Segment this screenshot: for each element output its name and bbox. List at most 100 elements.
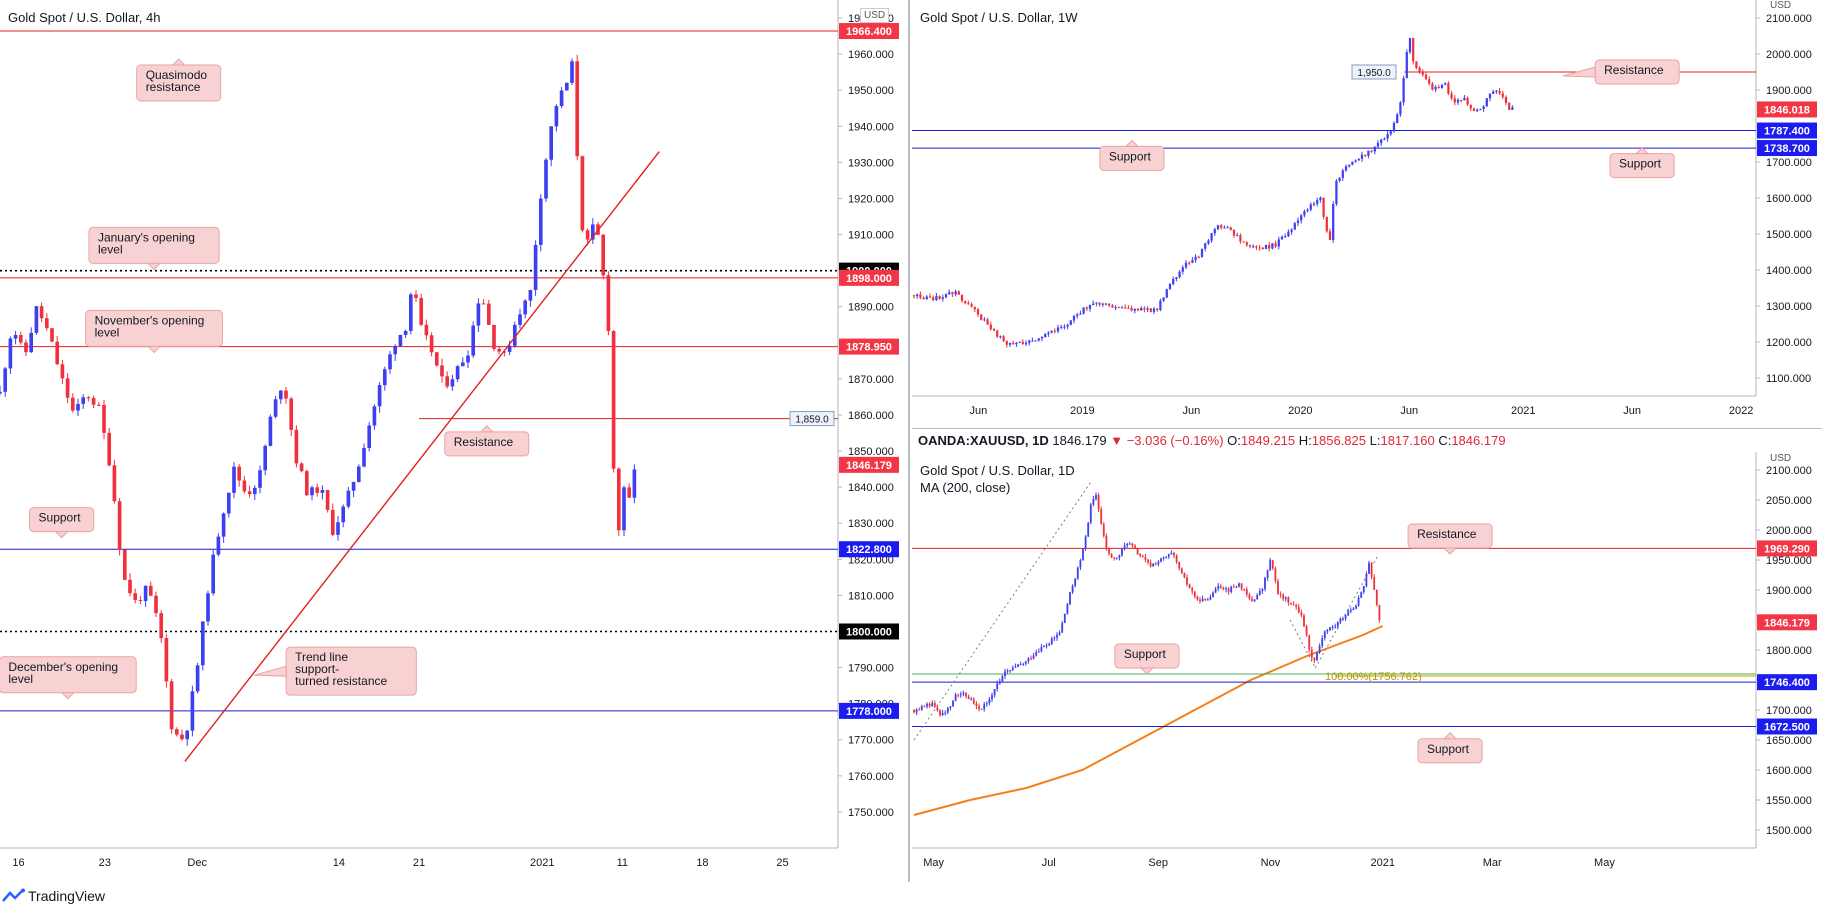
candle[interactable] — [1053, 328, 1056, 334]
candle[interactable] — [1084, 535, 1087, 552]
candle[interactable] — [1261, 588, 1264, 594]
candle[interactable] — [128, 573, 132, 597]
candle[interactable] — [1277, 236, 1280, 250]
candle[interactable] — [1172, 276, 1175, 286]
candle[interactable] — [967, 694, 970, 700]
candle[interactable] — [1389, 130, 1392, 136]
candle[interactable] — [1152, 307, 1156, 314]
candle[interactable] — [1252, 244, 1255, 249]
candle[interactable] — [1204, 598, 1207, 602]
candle[interactable] — [1466, 96, 1469, 106]
candle[interactable] — [1069, 591, 1071, 606]
candle[interactable] — [616, 467, 621, 537]
candle[interactable] — [1232, 229, 1236, 238]
candle[interactable] — [1089, 502, 1092, 525]
indicator-label-ma[interactable]: MA (200, close) — [920, 480, 1011, 495]
candle[interactable] — [954, 692, 957, 702]
candle[interactable] — [1479, 108, 1482, 111]
candle[interactable] — [258, 465, 262, 494]
candle[interactable] — [1095, 492, 1097, 501]
candle[interactable] — [1082, 307, 1085, 315]
candle[interactable] — [1092, 300, 1095, 306]
annotation-callout[interactable]: Resistance — [444, 425, 530, 457]
candle[interactable] — [1053, 635, 1056, 642]
candle[interactable] — [1061, 620, 1064, 634]
candle[interactable] — [1159, 298, 1162, 312]
candle[interactable] — [1056, 324, 1060, 334]
candle[interactable] — [1105, 533, 1108, 551]
fib-leg-line[interactable] — [1289, 619, 1316, 669]
candle[interactable] — [24, 339, 28, 357]
candle[interactable] — [1146, 306, 1149, 312]
candle[interactable] — [1335, 178, 1338, 206]
candle[interactable] — [1141, 554, 1144, 558]
currency-badge-4h[interactable]: USD — [860, 8, 890, 23]
candle[interactable] — [382, 366, 387, 391]
candle[interactable] — [575, 54, 580, 161]
candle[interactable] — [1437, 85, 1440, 89]
candle[interactable] — [1160, 557, 1162, 563]
candle[interactable] — [341, 504, 346, 528]
candle[interactable] — [1136, 547, 1139, 555]
candle[interactable] — [1344, 164, 1348, 172]
candle[interactable] — [1444, 82, 1447, 86]
candle[interactable] — [1006, 668, 1009, 674]
candle[interactable] — [50, 327, 54, 343]
candle[interactable] — [1201, 595, 1204, 603]
candle[interactable] — [200, 621, 205, 671]
candle[interactable] — [1258, 244, 1261, 251]
candle[interactable] — [1027, 656, 1030, 664]
candle[interactable] — [1504, 95, 1508, 106]
annotation-callout[interactable]: Support — [29, 507, 95, 539]
moving-average-line[interactable] — [913, 625, 1384, 816]
candle[interactable] — [294, 425, 299, 468]
candle[interactable] — [951, 291, 954, 297]
candle[interactable] — [117, 498, 122, 556]
candle[interactable] — [1334, 623, 1337, 629]
candle[interactable] — [1316, 197, 1319, 207]
candle[interactable] — [232, 462, 236, 499]
candle[interactable] — [996, 680, 999, 692]
candle[interactable] — [1226, 225, 1229, 229]
candle[interactable] — [1069, 319, 1072, 326]
candle[interactable] — [1421, 69, 1424, 77]
candle[interactable] — [1152, 562, 1155, 567]
candle[interactable] — [1362, 585, 1365, 595]
candle[interactable] — [1088, 304, 1092, 312]
candle[interactable] — [414, 290, 418, 303]
candle[interactable] — [1347, 608, 1350, 617]
candle[interactable] — [585, 228, 590, 246]
candle[interactable] — [1364, 154, 1367, 158]
candle[interactable] — [1290, 602, 1292, 605]
candle[interactable] — [1120, 305, 1124, 309]
price-axis-tag[interactable] — [839, 338, 899, 355]
candle[interactable] — [211, 549, 216, 596]
candle[interactable] — [70, 393, 75, 413]
candle[interactable] — [998, 678, 1001, 685]
candle[interactable] — [320, 485, 325, 500]
candle[interactable] — [174, 727, 179, 737]
candle[interactable] — [440, 358, 444, 383]
candle[interactable] — [978, 703, 980, 712]
candle[interactable] — [1415, 61, 1418, 70]
candle[interactable] — [1147, 558, 1149, 565]
candle[interactable] — [1460, 99, 1463, 103]
candle[interactable] — [944, 710, 947, 716]
candle[interactable] — [1336, 621, 1339, 630]
candle[interactable] — [1342, 616, 1344, 621]
candle[interactable] — [1274, 240, 1277, 249]
candle[interactable] — [1450, 90, 1453, 101]
candle[interactable] — [1110, 553, 1113, 559]
candle[interactable] — [0, 385, 2, 396]
candle[interactable] — [1101, 302, 1104, 307]
candle[interactable] — [1048, 642, 1051, 646]
price-axis-tag[interactable] — [839, 456, 899, 473]
candle[interactable] — [1269, 557, 1272, 571]
candle[interactable] — [1296, 217, 1300, 226]
candle[interactable] — [1017, 663, 1019, 668]
candle[interactable] — [367, 422, 372, 452]
candle[interactable] — [1331, 625, 1334, 630]
candle[interactable] — [481, 299, 486, 305]
candle[interactable] — [920, 704, 923, 711]
candle[interactable] — [1143, 306, 1146, 313]
